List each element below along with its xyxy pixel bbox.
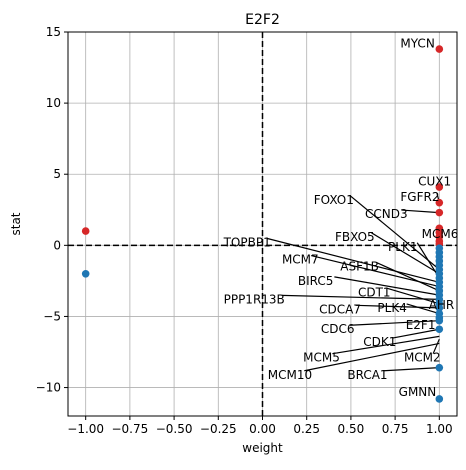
reference-lines [68,32,457,416]
y-tick-label: −10 [36,381,61,395]
gene-label-cdca7: CDCA7 [319,302,361,316]
gene-label-mcm7: MCM7 [282,253,319,267]
data-point [435,208,444,217]
data-point [435,395,444,403]
x-tick-label: −1.00 [67,422,104,436]
leader-line-birc5 [334,276,440,296]
leader-line-ppp1r13b [281,294,440,300]
data-point [435,45,444,53]
leader-line-cdk1 [392,328,440,339]
data-point [435,363,444,372]
gene-labels: MYCN CUX1 FGFR2 CCND3 MCM6 FOXO1 FBXO5 PLK1 TOPB… [223,36,459,398]
gene-label-cux1: CUX1 [418,174,451,188]
gene-label-mcm5: MCM5 [303,351,340,365]
y-tick-label: −5 [43,309,61,323]
gene-label-fgfr2: FGFR2 [400,190,439,204]
leader-line-topbp1 [267,237,440,283]
chart-title: E2F2 [245,12,280,28]
data-point [81,269,90,278]
leader-line-fbxo5 [371,232,440,275]
y-tick-label: 5 [53,167,61,181]
gene-label-fbxo5: FBXO5 [335,230,375,244]
x-axis-ticks: −1.00 −0.75 −0.50 −0.25 0.00 0.25 0.50 0.75 1.00 [67,416,453,436]
leader-line-foxo1 [349,195,440,270]
gene-label-birc5: BIRC5 [298,274,334,288]
leader-line-mcm5 [332,335,440,355]
gene-label-mcm2: MCM2 [404,351,441,365]
gene-label-ahr: AHR [429,298,455,312]
gene-label-cdk1: CDK1 [363,335,396,349]
leader-line-mcm2 [432,338,440,354]
y-tick-label: 0 [53,238,61,252]
gene-label-foxo1: FOXO1 [314,193,354,207]
leader-line-ccnd3 [401,209,440,214]
x-tick-label: 0.25 [293,422,320,436]
data-point [81,227,90,235]
gene-label-plk1: PLK1 [388,240,417,254]
gene-label-mcm10: MCM10 [268,368,312,382]
gene-label-gmnn: GMNN [399,385,437,399]
y-axis-ticks: −10 −5 0 5 10 15 [36,25,68,395]
leader-line-cdt1 [387,287,440,305]
data-point [435,183,444,191]
gene-label-cdt1: CDT1 [358,285,391,299]
gene-label-e2f1: E2F1 [406,318,436,332]
leader-line-plk1 [416,242,440,279]
gene-label-mcm6: MCM6 [422,227,459,241]
gene-label-brca1: BRCA1 [347,368,387,382]
x-axis-label: weight [242,441,283,455]
x-tick-label: 0.75 [382,422,409,436]
leader-lines [267,192,440,372]
leader-line-plk4 [406,303,440,315]
x-tick-label: 0.00 [249,422,276,436]
x-tick-label: −0.75 [111,422,148,436]
data-points [81,45,444,403]
gene-label-asf1b: ASF1B [340,260,379,274]
gene-label-ccnd3: CCND3 [365,207,408,221]
gene-label-ppp1r13b: PPP1R13B [224,292,285,306]
y-tick-label: 10 [46,96,61,110]
data-point [435,304,444,312]
y-axis-label: stat [9,212,23,235]
gene-label-plk4: PLK4 [377,301,406,315]
data-point [435,198,444,207]
x-tick-label: 1.00 [426,422,453,436]
leader-line-mcm10 [304,342,440,372]
leader-line-cdc6 [350,320,440,326]
data-point [435,316,444,325]
leader-line-cdca7 [355,304,440,309]
leader-line-asf1b [376,262,440,292]
leader-line-brca1 [383,367,440,372]
data-point [435,325,444,334]
gene-label-cdc6: CDC6 [321,322,355,336]
x-tick-label: 0.50 [338,422,365,436]
gene-label-mycn: MYCN [400,36,434,50]
gene-label-topbp1: TOPBP1 [223,235,271,249]
x-tick-label: −0.25 [200,422,237,436]
x-tick-label: −0.50 [156,422,193,436]
y-tick-label: 15 [46,25,61,39]
